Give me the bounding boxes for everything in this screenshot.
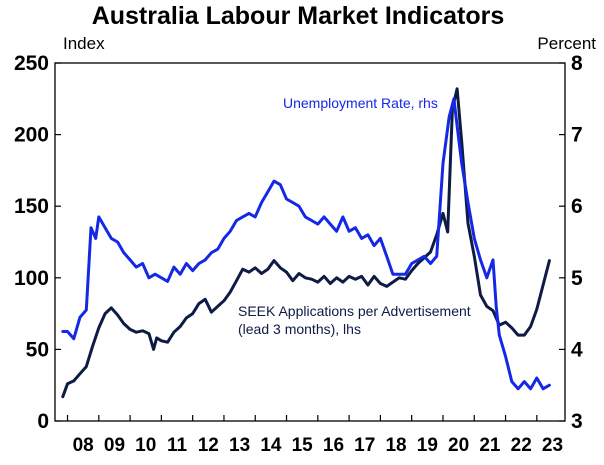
unemployment-rate-line: [61, 97, 551, 391]
chart-title: Australia Labour Market Indicators: [92, 2, 505, 30]
x-tick-label: 10: [135, 435, 156, 456]
series-layer: [61, 87, 551, 399]
seek-annotation-line1: SEEK Applications per Advertisement: [238, 303, 471, 319]
right-tick-label: 8: [571, 52, 583, 75]
x-tick-label: 13: [229, 435, 250, 456]
unemployment-annotation: Unemployment Rate, rhs: [283, 95, 438, 111]
right-tick-label: 5: [571, 267, 583, 290]
right-axis-label: Percent: [537, 34, 596, 53]
left-tick-label: 150: [14, 195, 49, 218]
right-tick-label: 3: [571, 410, 583, 433]
x-tick-label: 16: [323, 435, 344, 456]
right-tick-label: 7: [571, 124, 583, 147]
seek-annotation-line2: (lead 3 months), lhs: [238, 321, 361, 337]
x-tick-label: 12: [198, 435, 219, 456]
left-tick-label: 100: [14, 267, 49, 290]
x-tick-label: 09: [104, 435, 125, 456]
x-tick-label: 08: [73, 435, 94, 456]
x-tick-label: 21: [479, 435, 501, 456]
right-tick-label: 6: [571, 195, 583, 218]
x-tick-label: 20: [448, 435, 469, 456]
left-tick-label: 200: [14, 124, 49, 147]
left-tick-label: 0: [37, 410, 49, 433]
x-tick-label: 11: [167, 435, 188, 456]
right-tick-label: 4: [571, 338, 583, 361]
x-tick-label: 19: [417, 435, 438, 456]
plot-frame: [54, 62, 566, 422]
x-tick-label: 18: [385, 435, 406, 456]
x-tick-label: 17: [354, 435, 375, 456]
x-tick-label: 15: [292, 435, 314, 456]
left-tick-label: 250: [14, 52, 49, 75]
x-tick-label: 22: [511, 435, 532, 456]
x-tick-label: 23: [542, 435, 563, 456]
left-tick-label: 50: [26, 338, 49, 361]
ticks-layer: 0 50 100 150 200 250 3 4 5 6 7 8 08 09 10 11 12 13 14 15 16 1…: [14, 52, 583, 456]
left-axis-label: Index: [63, 34, 105, 53]
x-tick-label: 14: [260, 435, 282, 456]
